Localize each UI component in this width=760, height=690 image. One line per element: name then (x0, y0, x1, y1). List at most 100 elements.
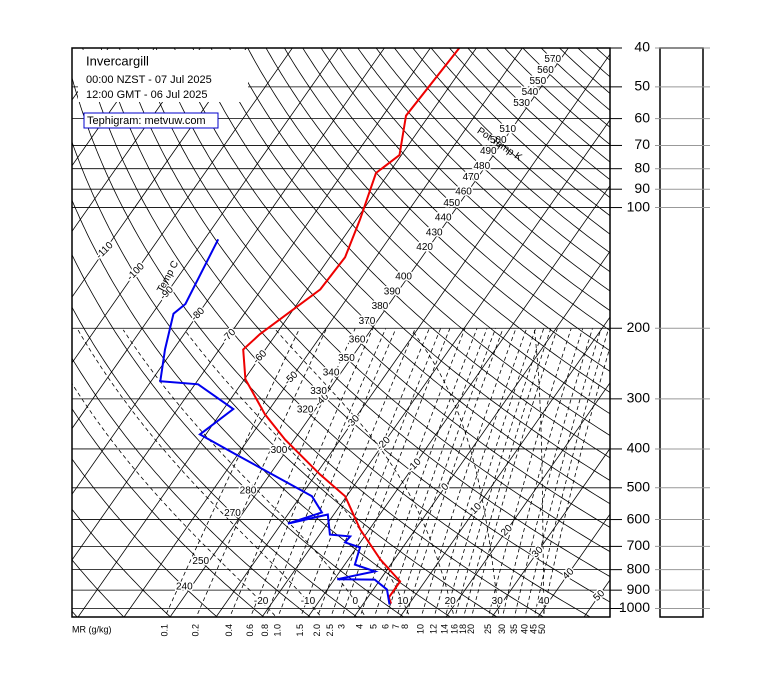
title-backdrop (78, 50, 248, 102)
dry-adiabat-label: 440 (435, 213, 452, 224)
moist-adiabat (122, 329, 367, 617)
isotherm (353, 250, 610, 617)
mixing-ratio-label: 16 (449, 624, 459, 634)
dry-adiabat-label: 370 (359, 316, 376, 327)
isotherm (123, 48, 523, 617)
mixing-ratio-label: 25 (483, 624, 493, 634)
dry-adiabat-label: 510 (499, 124, 516, 135)
dry-adiabat-label: 570 (544, 54, 561, 65)
mixing-ratio-label: 14 (440, 624, 450, 634)
mixing-ratio-label: 1.5 (295, 624, 305, 637)
mixing-ratio-line (341, 328, 451, 617)
mixing-ratio-line (463, 328, 552, 617)
mixing-ratio-line (195, 328, 327, 617)
dry-adiabat-label: 350 (338, 353, 355, 364)
dry-adiabat (210, 48, 610, 459)
mixing-ratio-label: 2.5 (325, 624, 335, 637)
dry-adiabat (302, 48, 610, 352)
dry-adiabat-label: 560 (537, 65, 554, 76)
mixing-ratio-label: 35 (509, 624, 519, 634)
y-tick-label: 600 (627, 510, 651, 526)
dry-adiabat-label: 300 (271, 445, 288, 456)
mixing-ratio-line (487, 328, 572, 617)
mixing-ratio-line (385, 328, 488, 617)
y-tick-label: 50 (634, 78, 650, 94)
isotherm (491, 447, 610, 617)
moist-adiabat-label: 30 (492, 596, 504, 607)
dry-adiabat-label: 390 (384, 286, 401, 297)
plot-frame (71, 47, 611, 618)
mixing-ratio-label: 1.0 (272, 624, 282, 637)
mixing-ratio-label: 3 (336, 624, 346, 629)
mixing-ratio-line (444, 328, 536, 617)
mixing-ratio-label: 18 (458, 624, 468, 634)
mixing-ratio-line (433, 328, 527, 617)
dry-adiabat (72, 458, 218, 617)
mixing-ratio-label: 0.1 (159, 624, 169, 637)
dry-adiabat-label: 480 (473, 161, 490, 172)
dry-adiabat-label: 320 (297, 405, 314, 416)
mixing-ratio-line (265, 328, 386, 617)
y-tick-label: 100 (627, 198, 651, 214)
dry-adiabat-label: 460 (455, 187, 472, 198)
dry-adiabat (393, 48, 610, 254)
moist-adiabat-label: -20 (254, 596, 269, 607)
subtitle: 00:00 NZST - 07 Jul 2025 (86, 74, 212, 86)
mixing-ratio-label: 0.4 (224, 624, 234, 637)
mixing-ratio-label: 30 (497, 624, 507, 634)
dry-adiabat (72, 357, 311, 617)
mixing-ratio-line (502, 328, 583, 617)
mixing-ratio-label: 7 (391, 624, 401, 629)
dry-adiabat (320, 48, 610, 332)
mixing-ratio-line (454, 328, 544, 617)
mixing-ratio-line (373, 328, 478, 617)
dry-adiabat-label: 360 (349, 334, 366, 345)
dry-adiabat (72, 408, 265, 617)
dry-adiabat (357, 48, 610, 292)
dry-adiabat (412, 48, 610, 235)
dry-adiabat (72, 199, 452, 617)
dry-adiabat (192, 48, 610, 481)
moist-adiabat (411, 329, 500, 617)
y-tick-label: 90 (634, 180, 650, 196)
dry-adiabat (338, 48, 610, 312)
mixing-ratio-line (542, 345, 610, 617)
dry-adiabat-label: 330 (310, 386, 327, 397)
isotherm (72, 48, 293, 364)
y-tick-label: 800 (627, 560, 651, 576)
moist-adiabat-label: 40 (538, 596, 550, 607)
dry-adiabat (72, 140, 498, 617)
dry-adiabat-label: 500 (490, 135, 507, 146)
mixing-ratio-axis-label: MR (g/kg) (72, 624, 112, 634)
dry-adiabat (485, 48, 610, 163)
dry-adiabat (430, 48, 610, 217)
mixing-ratio-line (300, 328, 416, 617)
y-tick-label: 700 (627, 537, 651, 553)
y-tick-label: 80 (634, 159, 650, 175)
mixing-ratio-label: 0.6 (245, 624, 255, 637)
dry-adiabat (228, 48, 610, 437)
dry-adiabat-label: 340 (323, 368, 340, 379)
moist-adiabat (77, 329, 322, 617)
dry-adiabat-label: 530 (513, 98, 530, 109)
dry-adiabat (283, 48, 610, 372)
mixing-ratio-label: 10 (416, 624, 426, 634)
mixing-ratio-line (471, 328, 558, 617)
isotherm (72, 48, 339, 430)
isotherm (215, 53, 610, 617)
mixing-ratio-label: 20 (466, 624, 476, 634)
dry-adiabat (375, 48, 610, 273)
dry-adiabat-label: 250 (192, 556, 209, 567)
mixing-ratio-line (534, 328, 609, 617)
isotherm (537, 513, 610, 617)
dry-adiabat (467, 48, 610, 181)
dry-adiabat-label: 540 (522, 87, 539, 98)
sounding-line (242, 48, 461, 604)
dry-adiabat-label: 380 (372, 301, 389, 312)
y-tick-label: 900 (627, 581, 651, 597)
y-tick-label: 1000 (619, 599, 650, 615)
dry-adiabat-label: 490 (480, 146, 497, 157)
y-tick-label: 400 (627, 440, 651, 456)
y-tick-label: 300 (627, 390, 651, 406)
isotherm (169, 48, 569, 617)
